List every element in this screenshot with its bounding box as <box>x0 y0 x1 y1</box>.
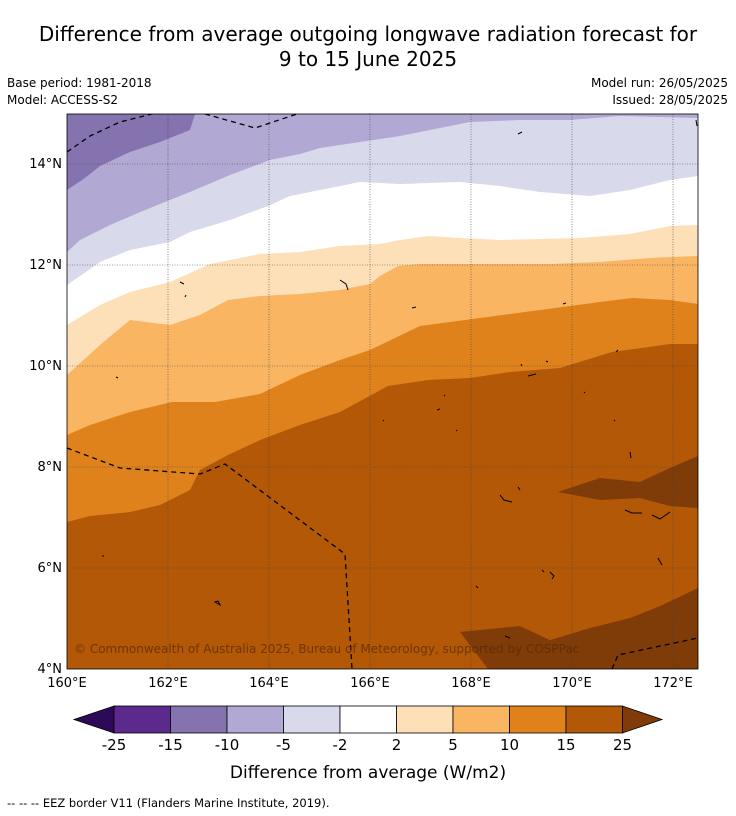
lon-label: 164°E <box>249 676 289 691</box>
contour-fills <box>67 114 698 669</box>
colorbar-tick: -15 <box>158 736 183 754</box>
colorbar-tick: 5 <box>448 736 458 754</box>
copyright-text: © Commonwealth of Australia 2025, Bureau… <box>74 642 579 656</box>
lon-label: 168°E <box>451 676 491 691</box>
lon-label: 160°E <box>47 676 87 691</box>
colorbar-segment <box>509 705 567 734</box>
meta-right: Model run: 26/05/2025 Issued: 28/05/2025 <box>591 75 728 109</box>
lat-label: 12°N <box>29 258 62 273</box>
lat-label: 4°N <box>38 662 63 677</box>
lon-label: 172°E <box>653 676 693 691</box>
title-line-2: 9 to 15 June 2025 <box>278 47 458 71</box>
lon-label: 166°E <box>350 676 390 691</box>
island-outlines <box>102 119 698 639</box>
colorbar-segment <box>396 705 454 734</box>
map-title: Difference from average outgoing longwav… <box>0 22 736 72</box>
lat-label: 10°N <box>29 359 62 374</box>
plot-frame <box>66 113 699 670</box>
band-gt-25-east <box>460 456 698 669</box>
eez-note: -- -- -- EEZ border V11 (Flanders Marine… <box>7 796 330 810</box>
olr-map: © Commonwealth of Australia 2025, Bureau… <box>29 113 699 783</box>
colorbar-tick: -10 <box>215 736 240 754</box>
lat-label: 8°N <box>38 460 63 475</box>
meta-left: Base period: 1981-2018 Model: ACCESS-S2 <box>7 75 152 109</box>
model-run: Model run: 26/05/2025 <box>590 76 728 90</box>
graticule <box>67 114 698 669</box>
colorbar-segment <box>452 705 510 734</box>
colorbar-tick: -25 <box>102 736 127 754</box>
colorbar-tick: 25 <box>613 736 632 754</box>
lat-label: 14°N <box>29 157 62 172</box>
colorbar-tick: -5 <box>276 736 291 754</box>
title-line-1: Difference from average outgoing longwav… <box>38 22 698 46</box>
colorbar-segment <box>226 705 284 734</box>
colorbar-segment <box>113 705 171 734</box>
lon-label: 162°E <box>148 676 188 691</box>
base-period: Base period: 1981-2018 <box>7 76 152 90</box>
colorbar-segment <box>170 705 228 734</box>
eez-border-lines <box>67 114 698 669</box>
lat-labels: 4°N 6°N 8°N 10°N 12°N 14°N <box>29 157 62 677</box>
band-minus10-minus5 <box>67 114 698 252</box>
band-gt-25-mid <box>520 508 698 640</box>
colorbar-tick: 15 <box>556 736 575 754</box>
colorbar-tick: 10 <box>500 736 519 754</box>
colorbar-tick: -2 <box>333 736 348 754</box>
issued-date: Issued: 28/05/2025 <box>612 93 728 107</box>
colorbar-segment <box>283 705 341 734</box>
lon-label: 170°E <box>552 676 592 691</box>
model-name: Model: ACCESS-S2 <box>7 93 119 107</box>
lon-labels: 160°E 162°E 164°E 166°E 168°E 170°E 172°E <box>47 676 693 691</box>
band-minus15-minus10 <box>67 114 195 190</box>
colorbar-extend-high <box>622 705 664 734</box>
lat-label: 6°N <box>38 561 63 576</box>
colorbar-segment <box>339 705 397 734</box>
colorbar-extend-low <box>72 705 115 734</box>
colorbar-segment <box>565 705 623 734</box>
colorbar-tick: 2 <box>392 736 402 754</box>
colorbar: -25 -15 -10 -5 -2 2 5 10 15 25 <box>72 705 664 754</box>
colorbar-label: Difference from average (W/m2) <box>230 763 506 783</box>
